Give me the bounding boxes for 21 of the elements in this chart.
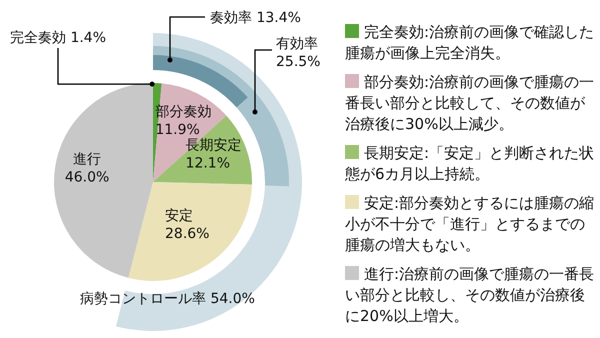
slice-label: 完全奏効 xyxy=(10,30,66,46)
data-label: 54.0% xyxy=(210,291,255,307)
slice-label: 進行 xyxy=(73,151,102,168)
data-label: 25.5% xyxy=(276,54,320,70)
text: 長期安定:「安定」と判断された状態が6カ月以上持続。 xyxy=(345,144,594,183)
category-label: 病勢コントロール率 xyxy=(80,291,206,307)
text: 安定:部分奏効とするには腫瘍の縮小が不十分で「進行」とするまでの腫瘍の増大もない。 xyxy=(345,194,594,254)
slice-label: 安定 xyxy=(165,208,194,224)
pie-slice xyxy=(128,182,252,281)
text: 部分奏効:治療前の画像で腫瘍の一番長い部分と比較して、その数値が治療後に30%以上減少。 xyxy=(345,73,594,133)
data-label: 12.1% xyxy=(186,156,230,172)
text: 進行:治療前の画像で腫瘍の一番長い部分と比較し、その数値が治療後に20%以上増大。 xyxy=(345,265,594,325)
slice-label: 長期安定 xyxy=(186,138,242,154)
data-label: 13.4% xyxy=(256,10,301,26)
data-label: 28.6% xyxy=(165,226,210,242)
pie-slice xyxy=(54,83,153,278)
text: 完全奏効:治療前の画像で確認した腫瘍が画像上完全消失。 xyxy=(345,23,594,62)
data-label: 1.4% xyxy=(70,30,106,46)
category-label: 奏効率 xyxy=(210,10,252,26)
category-label: 有効率 xyxy=(276,36,318,52)
data-label: 46.0% xyxy=(64,169,110,186)
